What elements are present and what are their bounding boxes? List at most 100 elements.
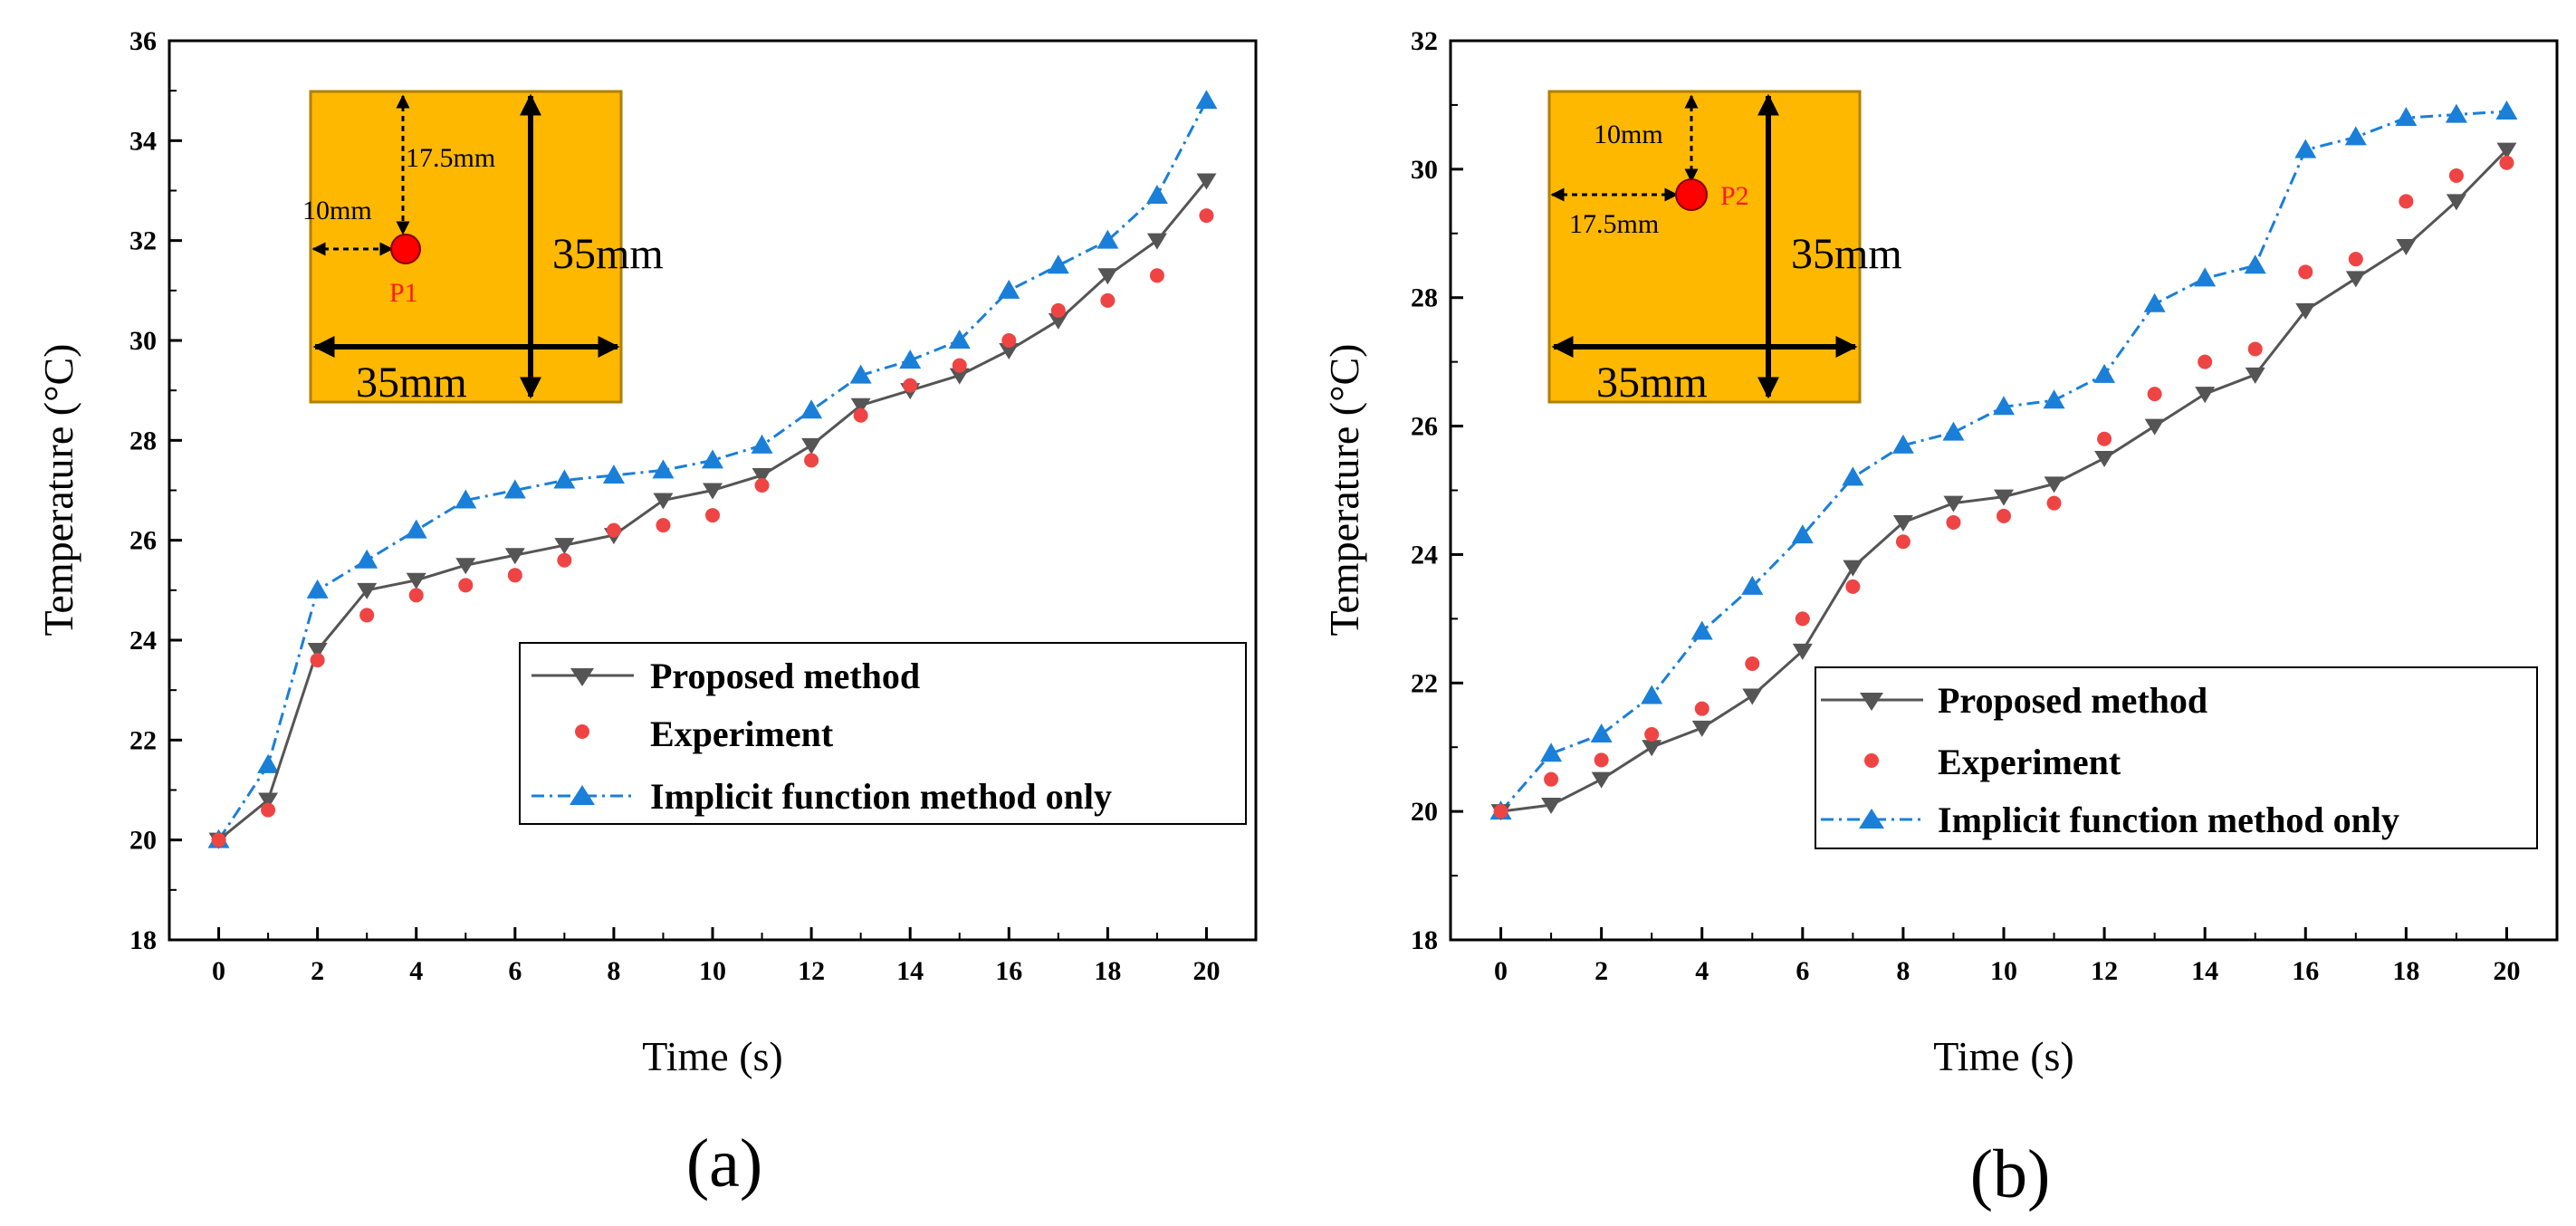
proposed-point-b xyxy=(1943,495,1964,512)
proposed-point-b xyxy=(1843,560,1863,577)
proposed-point-a xyxy=(653,493,674,510)
implicit-point-a xyxy=(455,489,477,509)
inset-top-label-a: 17.5mm xyxy=(406,143,495,173)
legend-label-implicit-b: Implicit function method only xyxy=(1938,800,2399,840)
experiment-point-b xyxy=(1694,701,1709,716)
implicit-point-b xyxy=(1842,466,1864,486)
legend-marker-proposed-a xyxy=(570,668,594,686)
implicit-point-a xyxy=(849,364,872,384)
point-label-a: P1 xyxy=(389,278,418,308)
inset-top-label-b: 10mm xyxy=(1594,120,1663,149)
experiment-point-b xyxy=(2097,431,2112,446)
experiment-point-a xyxy=(804,453,819,468)
experiment-point-a xyxy=(705,508,720,523)
experiment-point-b xyxy=(1644,727,1660,742)
experiment-point-a xyxy=(1149,268,1164,283)
y-tick-label-a: 36 xyxy=(129,26,157,56)
implicit-point-b xyxy=(1942,421,1965,441)
implicit-point-b xyxy=(2445,103,2467,123)
legend-box-b xyxy=(1815,666,2538,849)
proposed-point-a xyxy=(258,792,279,809)
x-tick-label-a: 14 xyxy=(896,956,924,986)
x-tick-label-a: 16 xyxy=(995,956,1022,986)
experiment-point-b xyxy=(1997,508,2011,523)
legend-marker-implicit-b xyxy=(1859,809,1884,829)
experiment-point-b xyxy=(2046,495,2062,511)
x-tick-label-a: 12 xyxy=(798,956,825,986)
proposed-point-a xyxy=(850,397,871,415)
legend-marker-experiment-a xyxy=(575,724,589,739)
implicit-point-a xyxy=(306,579,329,599)
implicit-point-a xyxy=(503,479,526,499)
x-tick-label-a: 2 xyxy=(311,956,324,986)
proposed-point-b xyxy=(2295,302,2316,320)
proposed-point-a xyxy=(703,483,723,500)
implicit-point-b xyxy=(1791,524,1814,544)
y-tick-label-a: 32 xyxy=(129,226,157,256)
y-axis-label-b: Temperature (°C) xyxy=(1321,344,1367,637)
y-tick-label-a: 22 xyxy=(129,725,157,755)
y-axis-label-a: Temperature (°C) xyxy=(35,344,81,637)
implicit-point-a xyxy=(998,279,1020,299)
proposed-point-a xyxy=(307,643,328,660)
implicit-point-b xyxy=(2093,363,2116,383)
experiment-point-b xyxy=(2247,341,2263,357)
proposed-point-a xyxy=(801,437,822,455)
proposed-point-a xyxy=(1048,312,1068,330)
experiment-point-a xyxy=(1100,292,1116,308)
proposed-point-a xyxy=(1146,233,1167,250)
implicit-point-a xyxy=(948,330,971,349)
experiment-point-a xyxy=(1001,333,1017,348)
inset-left-label-b: 17.5mm xyxy=(1569,209,1659,239)
inset-horizontal-label-a: 35mm xyxy=(356,359,467,407)
y-tick-label-b: 22 xyxy=(1411,668,1438,698)
experiment-point-b xyxy=(1745,656,1760,672)
proposed-point-b xyxy=(1742,688,1763,705)
proposed-point-a xyxy=(406,572,426,589)
legend-a: Proposed method Experiment Implicit func… xyxy=(519,642,1247,825)
x-tick-label-a: 8 xyxy=(607,956,620,986)
proposed-point-a xyxy=(504,548,525,565)
experiment-point-b xyxy=(2399,194,2414,209)
legend-label-implicit-a: Implicit function method only xyxy=(650,776,1112,817)
x-tick-label-b: 4 xyxy=(1695,956,1709,986)
x-tick-label-b: 10 xyxy=(1990,956,2017,986)
experiment-point-a xyxy=(310,653,325,668)
proposed-point-a xyxy=(1196,173,1217,190)
x-tick-label-a: 20 xyxy=(1192,956,1220,986)
implicit-point-a xyxy=(356,549,378,569)
y-tick-label-a: 24 xyxy=(129,626,157,656)
legend-marker-implicit-a xyxy=(570,785,595,805)
experiment-point-b xyxy=(2298,264,2313,280)
series-b xyxy=(1489,101,2518,821)
x-tick-label-a: 10 xyxy=(699,956,726,986)
probe-point-a xyxy=(390,234,421,264)
experiment-point-b xyxy=(1795,611,1810,627)
experiment-point-b xyxy=(1594,752,1609,768)
implicit-point-b xyxy=(2495,101,2518,120)
experiment-point-a xyxy=(903,378,918,393)
series-a xyxy=(207,90,1218,849)
experiment-point-a xyxy=(1050,302,1066,318)
legend-b: Proposed method Experiment Implicit func… xyxy=(1815,666,2538,849)
implicit-point-a xyxy=(702,449,723,469)
x-tick-label-a: 0 xyxy=(212,956,225,986)
x-ticks-b: 0 2 4 6 8 10 12 14 16 18 20 xyxy=(1494,927,2520,986)
proposed-point-a xyxy=(1097,268,1118,285)
experiment-point-b xyxy=(2448,168,2464,183)
proposed-point-b xyxy=(2094,451,2115,468)
y-ticks-b: 18 20 22 24 26 28 30 32 xyxy=(1411,26,1463,955)
proposed-point-b xyxy=(2044,476,2064,493)
proposed-point-b xyxy=(1642,740,1662,757)
implicit-point-b xyxy=(2395,107,2418,127)
implicit-point-b xyxy=(1891,434,1914,454)
experiment-point-a xyxy=(606,522,621,538)
implicit-point-b xyxy=(2194,267,2217,287)
x-tick-label-b: 0 xyxy=(1494,956,1508,986)
legend-box-a xyxy=(519,642,1247,825)
implicit-point-b xyxy=(2344,126,2367,146)
implicit-point-b xyxy=(2043,389,2065,409)
experiment-point-a xyxy=(853,407,868,423)
